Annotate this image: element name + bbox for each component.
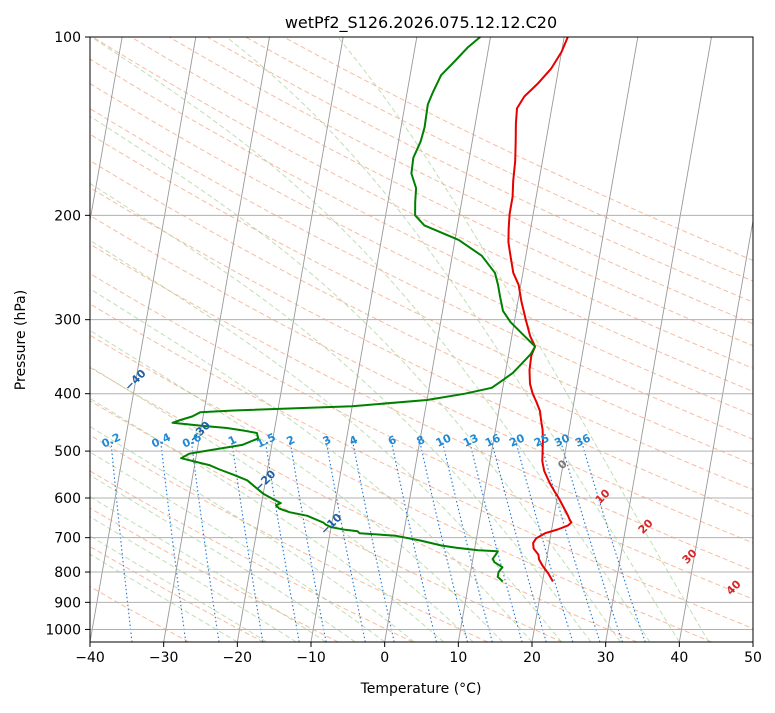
dry-adiabat-line — [93, 37, 775, 642]
x-tick-label: 0 — [380, 650, 389, 666]
mixing-ratio-label: 25 — [532, 431, 551, 449]
y-tick-label: 800 — [54, 565, 81, 581]
moist-adiabat-line — [0, 37, 562, 642]
dry-adiabat-line — [131, 37, 775, 642]
y-axis-label: Pressure (hPa) — [13, 290, 29, 390]
x-tick-label: 10 — [449, 650, 467, 666]
y-tick-label: 1000 — [45, 622, 81, 638]
mixing-ratio-label: 4 — [347, 433, 360, 448]
moist-adiabat-line — [227, 37, 680, 642]
dry-adiabat-line — [0, 37, 637, 642]
dry-adiabat-line — [17, 37, 775, 642]
mixing-ratio-label: 30 — [552, 431, 572, 449]
moist-adiabat-line — [0, 37, 326, 642]
mixing-ratio-line — [290, 441, 326, 642]
isotherm-label: 20 — [636, 516, 656, 536]
background-lines — [0, 37, 775, 642]
y-tick-label: 700 — [54, 531, 81, 547]
dry-adiabat-line — [0, 37, 264, 642]
mixing-ratio-line — [491, 441, 546, 642]
chart-title: wetPf2_S126.2026.075.12.12.C20 — [285, 13, 557, 33]
moist-adiabat-line — [0, 37, 532, 642]
moist-adiabat-line — [91, 37, 650, 642]
isotherm-label: −40 — [122, 367, 149, 394]
isotherm-label: −60 — [0, 261, 20, 288]
x-tick-label: −20 — [223, 650, 253, 666]
dry-adiabat-line — [0, 37, 338, 642]
x-tick-label: −30 — [149, 650, 179, 666]
mixing-ratio-label: 10 — [434, 431, 454, 449]
y-tick-label: 200 — [54, 208, 81, 224]
y-tick-label: 500 — [54, 444, 81, 460]
sounding-profiles — [173, 37, 572, 582]
dry-adiabat-line — [169, 37, 775, 642]
mixing-ratio-line — [191, 441, 219, 642]
x-axis-label: Temperature (°C) — [360, 681, 482, 697]
x-tick-label: −40 — [75, 650, 105, 666]
mixing-ratio-label: 8 — [415, 433, 427, 448]
x-tick-label: 50 — [744, 650, 762, 666]
y-tick-label: 300 — [54, 313, 81, 329]
mixing-ratio-label: 3 — [321, 433, 333, 448]
mixing-ratio-line — [561, 441, 623, 642]
y-tick-label: 400 — [54, 387, 81, 403]
isotherm-label: −10 — [318, 511, 345, 538]
y-tick-label: 900 — [54, 595, 81, 611]
moist-adiabat-line — [0, 37, 444, 642]
x-tick-label: 40 — [670, 650, 688, 666]
x-tick-label: −10 — [296, 650, 326, 666]
dewpoint-line — [173, 37, 536, 582]
mixing-ratio-label: 13 — [461, 431, 480, 449]
mixing-ratio-line — [161, 441, 186, 642]
moist-adiabat-line — [0, 37, 237, 642]
temperature-line — [508, 37, 571, 582]
moist-adiabat-line — [0, 37, 473, 642]
y-tick-label: 600 — [54, 491, 81, 507]
dry-adiabat-line — [0, 37, 562, 642]
moist-adiabat-line — [0, 37, 355, 642]
dry-adiabat-line — [0, 37, 712, 642]
isotherm-label: 0 — [555, 457, 570, 472]
y-axis-ticks: 1000 900 800 700 600 500 400 300 200 100 — [45, 30, 90, 638]
line-labels: −100−90−80−70−60−50−40−30−20−10010203040… — [0, 31, 744, 598]
isotherm-label: 30 — [680, 546, 700, 566]
dry-adiabat-line — [0, 37, 488, 642]
moist-adiabat-line — [0, 37, 414, 642]
x-axis-ticks: −40 −30 −20 −10 0 10 20 30 40 50 — [75, 642, 762, 666]
mixing-ratio-label: 2 — [285, 433, 297, 448]
x-tick-label: 20 — [523, 650, 541, 666]
mixing-ratio-label: 16 — [483, 431, 503, 449]
mixing-ratio-label: 0.2 — [100, 431, 123, 451]
plot-frame — [90, 37, 753, 642]
y-tick-label: 100 — [54, 30, 81, 46]
mixing-ratio-line — [353, 441, 395, 642]
x-tick-label: 30 — [597, 650, 615, 666]
moist-adiabat-line — [0, 37, 267, 642]
mixing-ratio-line — [442, 441, 492, 642]
mixing-ratio-line — [326, 441, 365, 642]
isotherm-line — [753, 37, 775, 642]
